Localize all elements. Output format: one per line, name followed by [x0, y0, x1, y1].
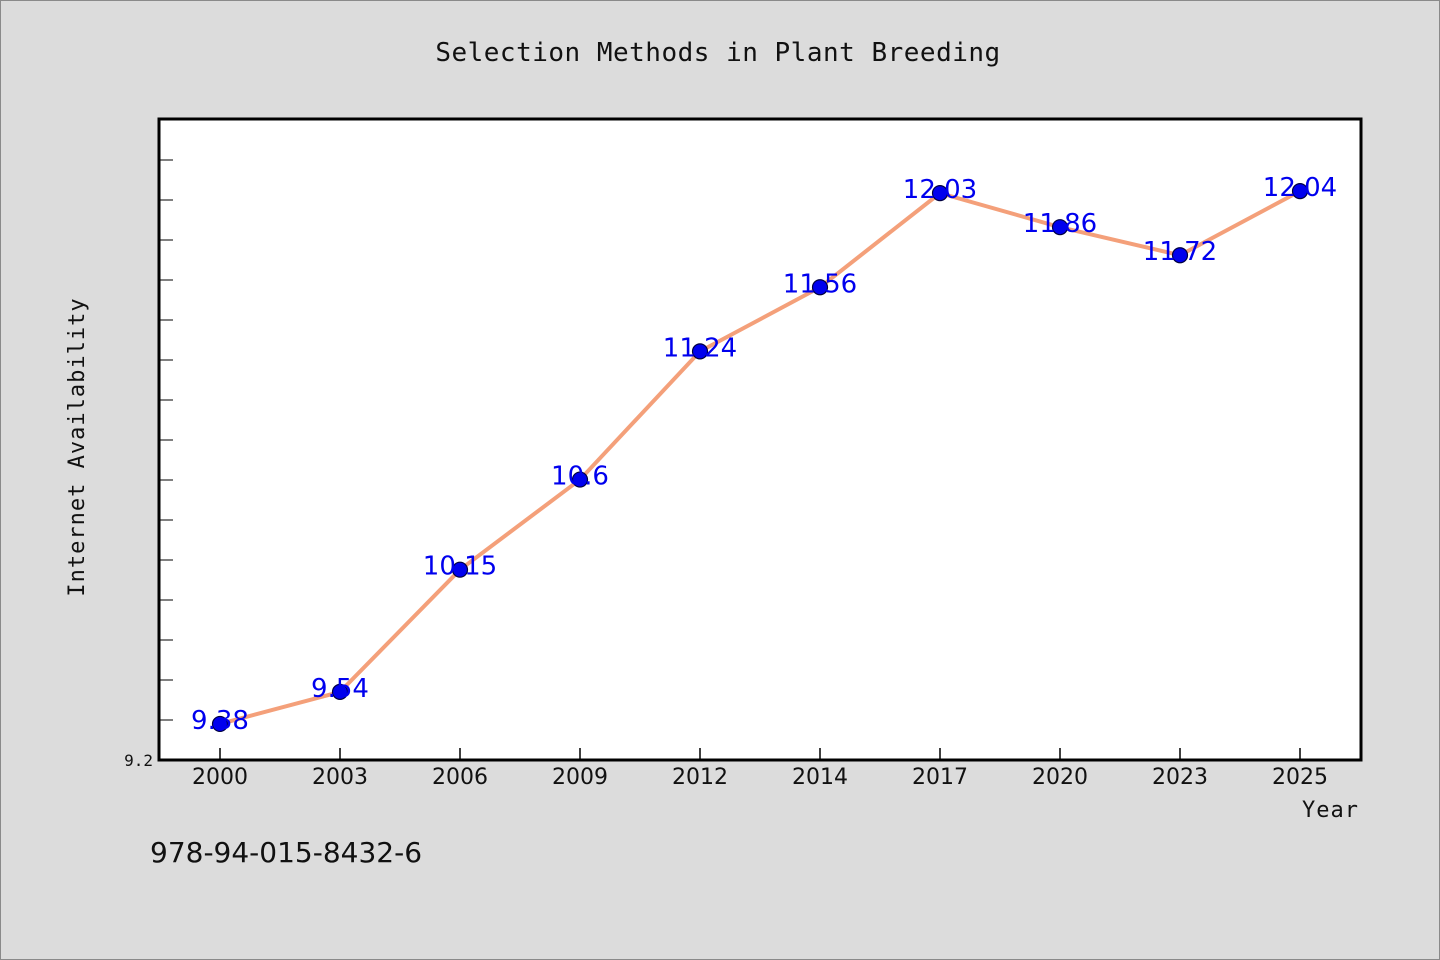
x-tick-label: 2020 — [1032, 765, 1088, 790]
x-tick-label: 2012 — [672, 765, 728, 790]
data-point — [211, 715, 229, 733]
data-label: 9.54 — [311, 674, 369, 704]
plot-area — [157, 117, 1363, 762]
data-point — [691, 343, 709, 360]
data-label: 11.72 — [1143, 237, 1217, 267]
x-tick-label: 2009 — [552, 765, 608, 790]
data-point — [331, 683, 349, 700]
chart-title: Selection Methods in Plant Breeding — [435, 38, 1000, 68]
data-label: 12.03 — [903, 175, 977, 205]
data-point — [811, 279, 829, 296]
series-group — [211, 183, 1309, 733]
data-point — [931, 185, 949, 202]
data-label: 11.56 — [783, 269, 857, 299]
data-point — [451, 561, 469, 578]
x-axis-ticks: 2000 2003 2006 2009 2012 2014 2017 2020 2023 2025 — [192, 748, 1328, 790]
data-point — [1291, 183, 1309, 200]
data-point — [571, 471, 589, 488]
x-tick-label: 2025 — [1272, 765, 1328, 790]
x-tick-label: 2000 — [192, 765, 248, 790]
data-label: 11.86 — [1023, 209, 1097, 239]
series-line — [219, 189, 1301, 726]
isbn-footer: 978-94-015-8432-6 — [150, 836, 423, 869]
x-tick-label: 2006 — [432, 765, 488, 790]
data-label: 11.24 — [663, 333, 737, 363]
data-label: 12.04 — [1263, 173, 1337, 203]
data-labels-group: 9.38 9.54 10.15 10.6 11.24 11.56 12.03 11.86 11.… — [191, 173, 1337, 736]
data-label: 9.38 — [191, 706, 249, 736]
data-point — [1051, 219, 1069, 236]
data-label: 10.15 — [423, 552, 497, 582]
y-axis-ticks — [159, 159, 173, 721]
x-tick-label: 2014 — [792, 765, 848, 790]
y-tick-label-min: 9.2 — [124, 751, 153, 770]
x-axis-label: Year — [1302, 798, 1359, 823]
data-point — [1171, 247, 1189, 264]
x-tick-label: 2023 — [1152, 765, 1208, 790]
data-label: 10.6 — [551, 462, 609, 492]
y-axis-label: Internet Availability — [65, 297, 90, 596]
x-tick-label: 2003 — [312, 765, 368, 790]
x-tick-label: 2017 — [912, 765, 968, 790]
